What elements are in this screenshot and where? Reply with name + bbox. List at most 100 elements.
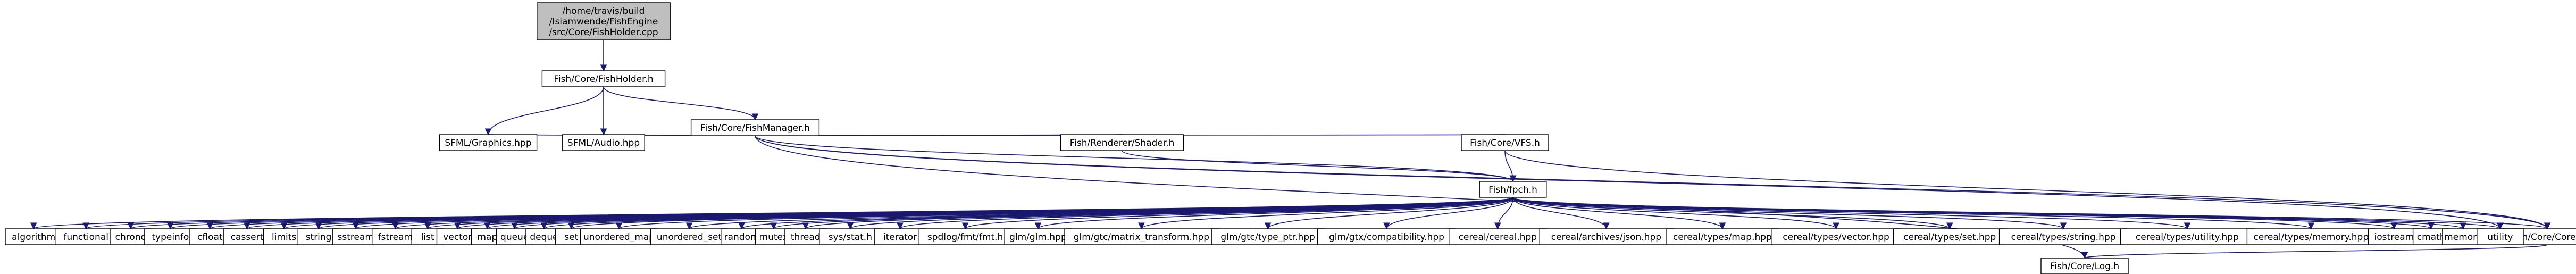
node-label: glm/gtx/compatibility.hpp — [1329, 232, 1444, 243]
node-algorithm: algorithm — [5, 228, 63, 245]
node-label: Fish/Core/VFS.h — [1470, 138, 1540, 148]
edge-fishpch_h-to-cereal_string — [1512, 197, 2067, 230]
node-label: queue — [500, 232, 529, 243]
node-cereal-map: cereal/types/map.hpp — [1666, 228, 1779, 245]
node-box — [371, 228, 419, 245]
node-label: glm/glm.hpp — [1009, 232, 1067, 243]
edge-fishpch_h-to-cereal_json — [1512, 197, 1610, 230]
node-label: mutex — [759, 232, 788, 243]
node-cereal-set: cereal/types/set.hpp — [1893, 228, 2007, 245]
node-box — [1998, 228, 2128, 245]
node-label: /home/travis/build — [563, 6, 645, 16]
edge-fishmanager_h-to-fishpch_h — [755, 135, 1517, 182]
node-label: Fish/Core/FishHolder.h — [554, 74, 653, 85]
edge-fishpch_h-to-spdlog — [962, 197, 1513, 230]
node-label: memory — [2444, 232, 2482, 243]
node-box — [439, 134, 538, 151]
node-label: thread — [791, 232, 821, 243]
node-box — [5, 228, 63, 245]
node-unordered-map: unordered_map — [580, 228, 658, 245]
node-label: list — [421, 232, 434, 243]
node-fishmanager-h[interactable]: Fish/Core/FishManager.h — [690, 119, 820, 136]
node-label: cereal/archives/json.hpp — [1551, 232, 1661, 243]
node-label: algorithm — [12, 232, 55, 243]
edge-fishpch_h-to-cereal_memory — [1512, 197, 2314, 230]
node-glm: glm/glm.hpp — [1004, 228, 1072, 245]
node-box — [1893, 228, 2007, 245]
node-sfml-audio: SFML/Audio.hpp — [562, 134, 645, 151]
node-box — [562, 134, 645, 151]
node-box — [144, 228, 197, 245]
node-label: cassert — [231, 232, 264, 243]
node-box — [223, 228, 271, 245]
node-box — [1539, 228, 1674, 245]
node-root[interactable]: /home/travis/build/Isiamwende/FishEngine… — [537, 2, 671, 40]
node-box — [537, 2, 671, 40]
node-cereal-json: cereal/archives/json.hpp — [1539, 228, 1674, 245]
node-sfml-graphics: SFML/Graphics.hpp — [439, 134, 538, 151]
node-box — [2040, 258, 2129, 274]
nodes-layer: /home/travis/build/Isiamwende/FishEngine… — [5, 2, 2576, 274]
node-fishholder-h[interactable]: Fish/Core/FishHolder.h — [541, 70, 666, 87]
edge-fishpch_h-to-cereal_utility — [1512, 197, 2190, 230]
node-label: chrono — [115, 232, 146, 243]
node-label: cmath — [2417, 232, 2446, 243]
node-label: limits — [272, 232, 296, 243]
node-label: Fish/Core/Log.h — [2050, 261, 2119, 272]
node-box — [2246, 228, 2376, 245]
node-label: SFML/Audio.hpp — [567, 138, 640, 148]
node-label: Fish/fpch.h — [1488, 185, 1537, 195]
node-label: sstream — [338, 232, 374, 243]
edge-fishmanager_h-to-utility — [755, 135, 2504, 230]
edge-fishpch_h-to-glm — [1034, 197, 1513, 230]
node-label: Fish/Core/FishManager.h — [700, 123, 810, 134]
node-log-h[interactable]: Fish/Core/Log.h — [2040, 258, 2129, 274]
node-iterator: iterator — [874, 228, 926, 245]
node-label: spdlog/fmt/fmt.h — [927, 232, 1003, 243]
node-cassert: cassert — [223, 228, 271, 245]
node-label: cereal/types/map.hpp — [1673, 232, 1772, 243]
node-label: set — [564, 232, 578, 243]
node-iostream: iostream — [2368, 228, 2421, 245]
node-label: iterator — [883, 232, 917, 243]
node-box — [650, 228, 729, 245]
node-label: fstream — [378, 232, 413, 243]
node-unordered-set: unordered_set — [650, 228, 729, 245]
node-glm-mt: glm/gtc/matrix_transform.hpp — [1064, 228, 1219, 245]
edges-layer — [30, 40, 2551, 259]
node-label: vector — [443, 232, 472, 243]
node-box — [1666, 228, 1779, 245]
node-label: string — [306, 232, 332, 243]
node-label: cereal/types/vector.hpp — [1783, 232, 1889, 243]
node-label: cereal/types/set.hpp — [1903, 232, 1996, 243]
node-vfs-h[interactable]: Fish/Core/VFS.h — [1461, 134, 1549, 151]
edge-shader_h-to-fishpch_h — [1122, 150, 1517, 182]
node-typeinfo: typeinfo — [144, 228, 197, 245]
node-label: utility — [2487, 232, 2513, 243]
node-box — [2477, 228, 2524, 245]
edge-fishpch_h-to-glm_tp — [1264, 197, 1513, 230]
node-fishpch-h[interactable]: Fish/fpch.h — [1479, 181, 1547, 198]
node-label: Fish/Core/Core.h — [2510, 232, 2576, 243]
edge-fishpch_h-to-core_h — [1512, 197, 2550, 230]
node-box — [1211, 228, 1325, 245]
edge-fishholder_h-to-fishmanager_h — [603, 86, 759, 121]
edge-vfs_h-to-core_h — [1504, 150, 2551, 230]
node-utility: utility — [2477, 228, 2524, 245]
node-box — [2120, 228, 2254, 245]
node-label: deque — [530, 232, 558, 243]
edge-fishpch_h-to-cereal — [1494, 197, 1513, 230]
edge-core_h-to-log_h — [2081, 244, 2548, 259]
node-label: unordered_set — [657, 232, 722, 243]
node-label: cereal/cereal.hpp — [1459, 232, 1537, 243]
edge-fishpch_h-to-glm_mt — [1138, 197, 1513, 230]
node-cereal: cereal/cereal.hpp — [1449, 228, 1547, 245]
node-box — [54, 228, 118, 245]
node-shader-h[interactable]: Fish/Renderer/Shader.h — [1060, 134, 1184, 151]
node-cereal-string: cereal/types/string.hpp — [1998, 228, 2128, 245]
node-label: functional — [63, 232, 108, 243]
node-label: glm/gtc/type_ptr.hpp — [1220, 232, 1315, 243]
node-label: cereal/types/string.hpp — [2011, 232, 2116, 243]
node-glm-tp: glm/gtc/type_ptr.hpp — [1211, 228, 1325, 245]
node-box — [874, 228, 926, 245]
